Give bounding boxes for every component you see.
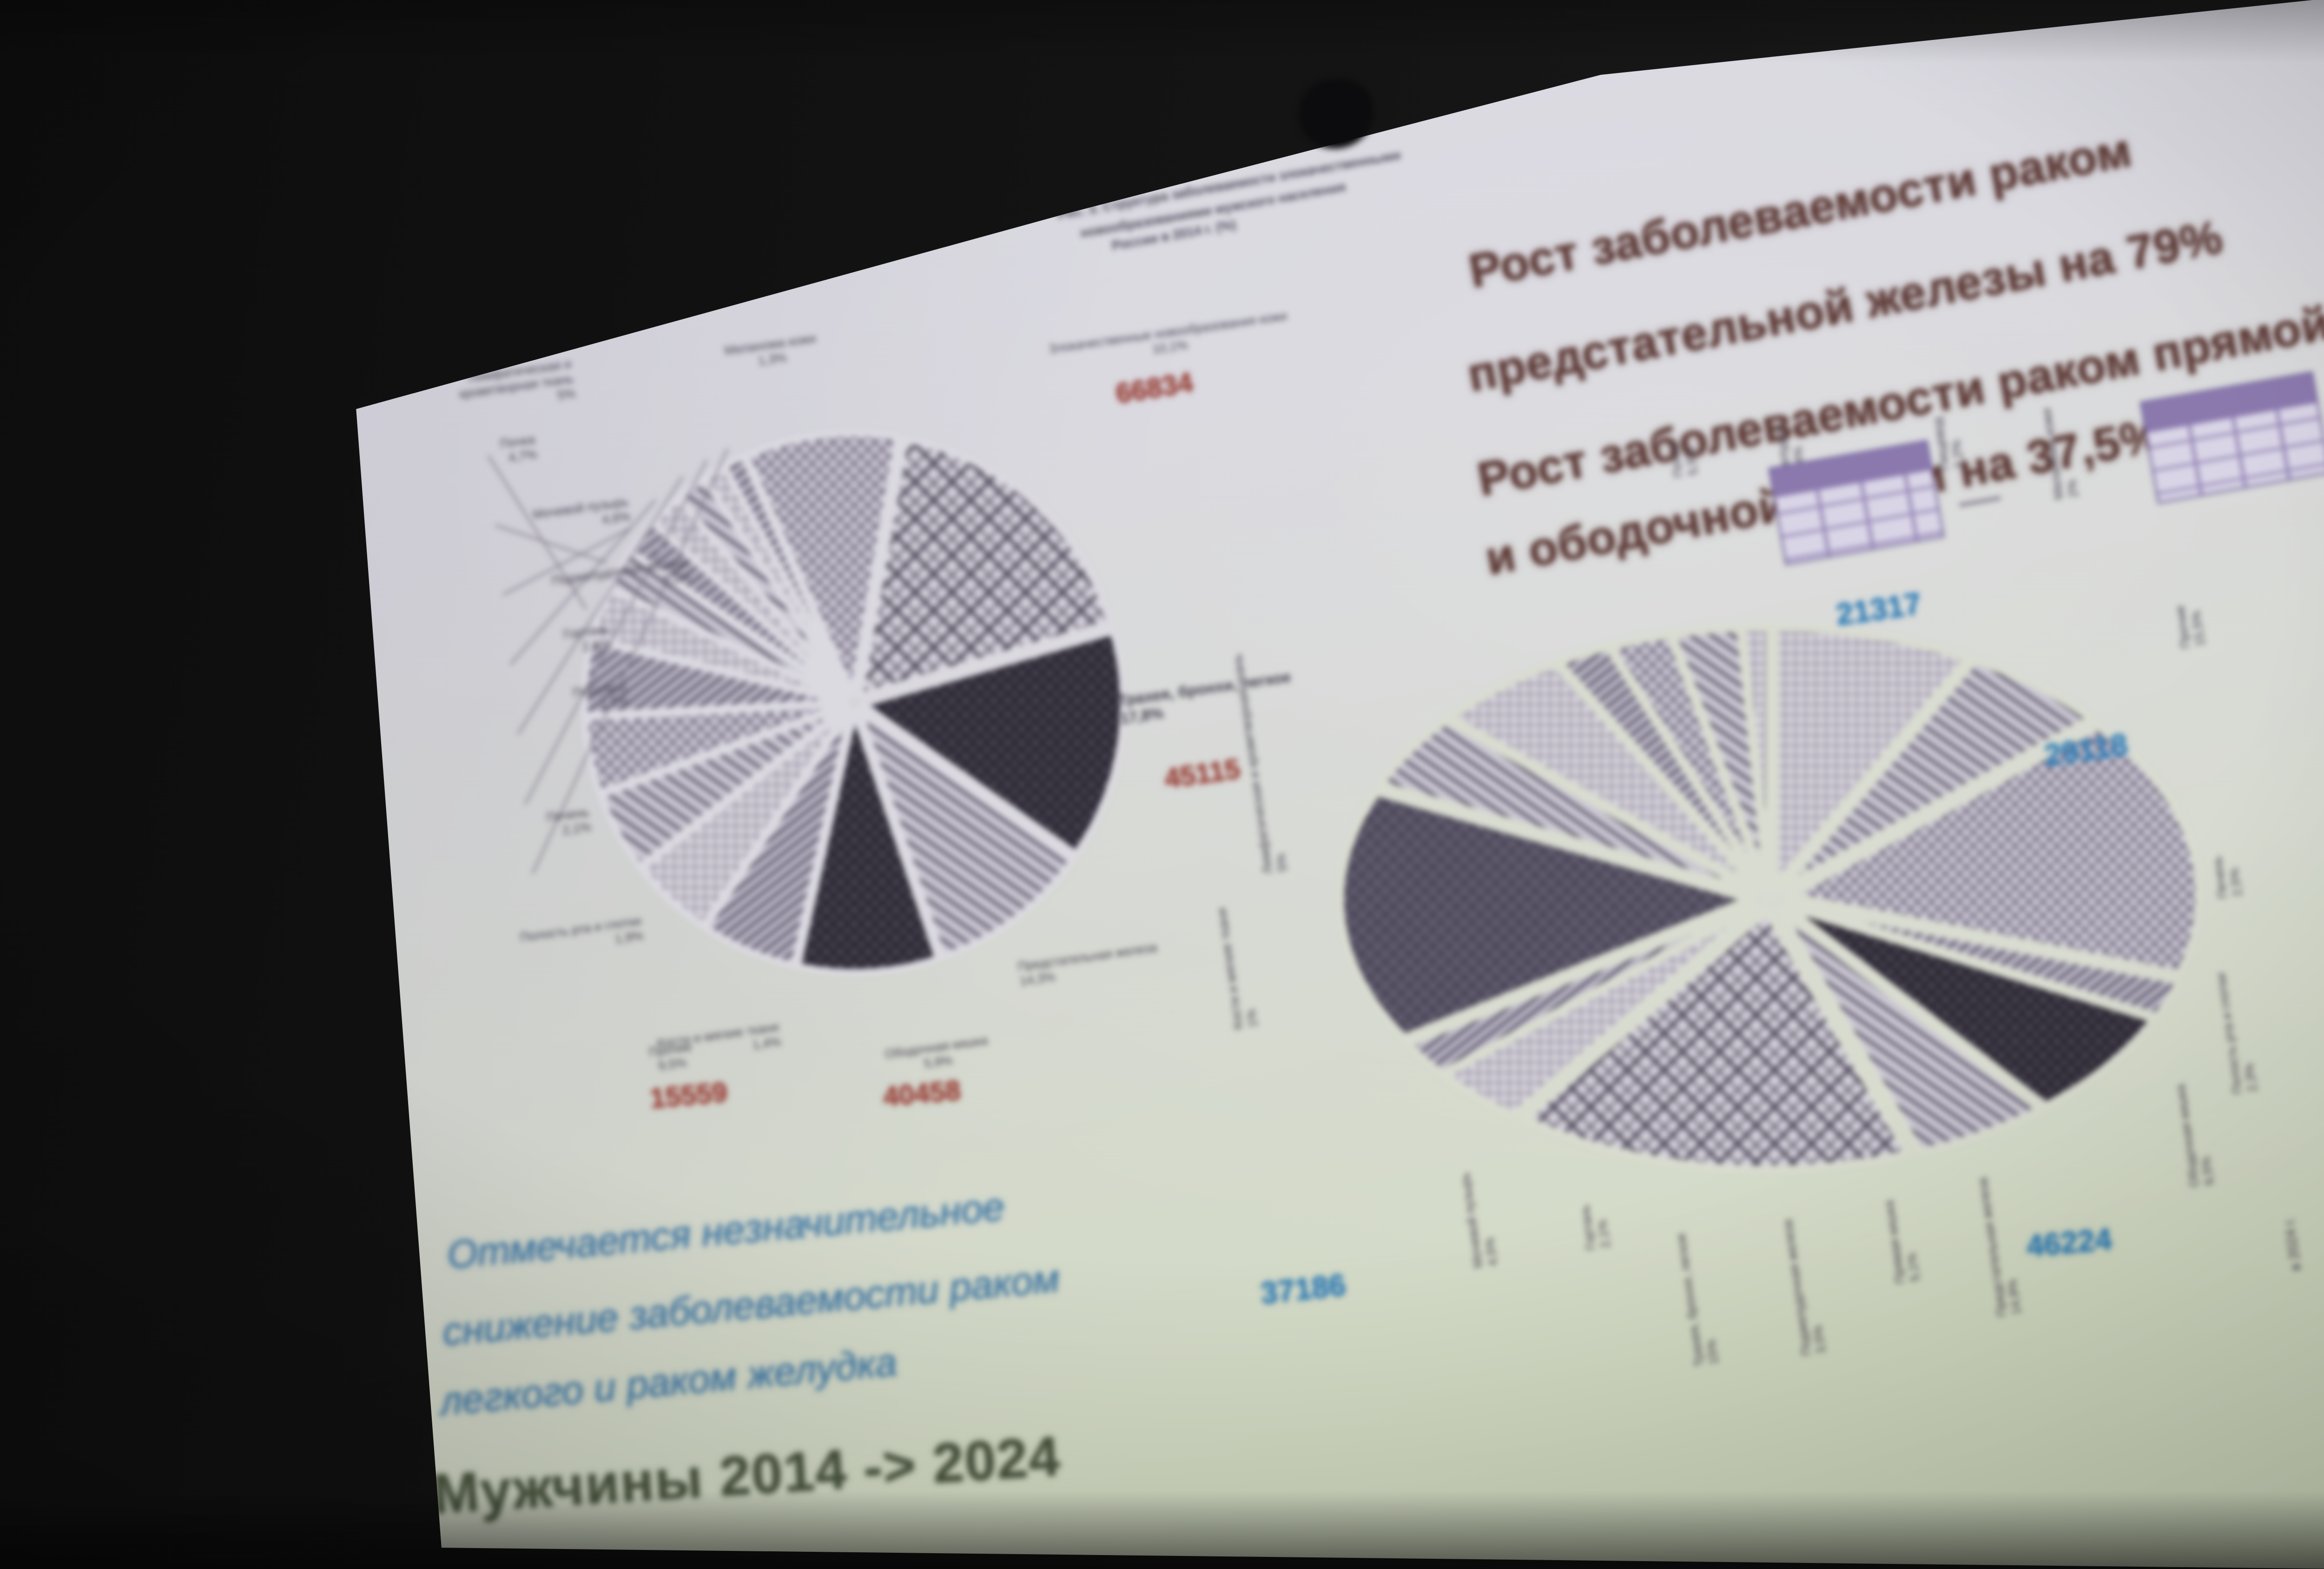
pie-callout-label: Печень 2,1% bbox=[546, 805, 592, 840]
case-count-number: 15559 bbox=[648, 1076, 729, 1114]
case-count-number: 37186 bbox=[1259, 1267, 1347, 1311]
pie-callout-label-vertical: Поджелудочная железа 3,5% bbox=[1780, 1216, 1829, 1357]
slide-footer-men-2014-2024: Мужчины 2014 -> 2024 bbox=[431, 1424, 1063, 1526]
pie-callout-label-vertical: Почка 5,5% bbox=[1666, 440, 1701, 479]
pie-callout-label-vertical: Гортань 2,1% bbox=[1577, 1202, 1613, 1252]
pie-callout-label: Гортань 2,5% bbox=[562, 621, 612, 657]
pie-callout-label-vertical: Прямая кишка 5,1% bbox=[1882, 1197, 1923, 1285]
case-count-number: 46224 bbox=[2025, 1221, 2113, 1263]
mini-table-grid bbox=[2142, 373, 2324, 502]
year-side-label: в 2024 г. bbox=[2281, 1217, 2304, 1272]
pie-callout-label-vertical: Печень 2,5% bbox=[2210, 853, 2245, 900]
note-line-3: легкого и раком желудка bbox=[438, 1340, 899, 1424]
pie-callout-label-vertical: Прочие 15,5% bbox=[2172, 602, 2208, 649]
note-line-1: Отмечается незначительное bbox=[445, 1184, 1006, 1277]
pie-callout-label-vertical: Трахея, бронхи, легкое 15% bbox=[1673, 1230, 1722, 1368]
pie-chart-2024 bbox=[1337, 624, 2203, 1173]
mini-table-2 bbox=[2139, 371, 2324, 504]
pie-callout-label-vertical: Меланома кожи 2% bbox=[2039, 405, 2081, 501]
pie-chart-2014 bbox=[487, 430, 1127, 976]
pie-callout-label: Почка 4,7% bbox=[499, 432, 538, 467]
pie-callout-label: Прочие 9,5% bbox=[648, 1040, 695, 1075]
note-line-2: снижение заболеваемости раком bbox=[441, 1256, 1062, 1354]
case-count-number: 40458 bbox=[882, 1074, 962, 1113]
